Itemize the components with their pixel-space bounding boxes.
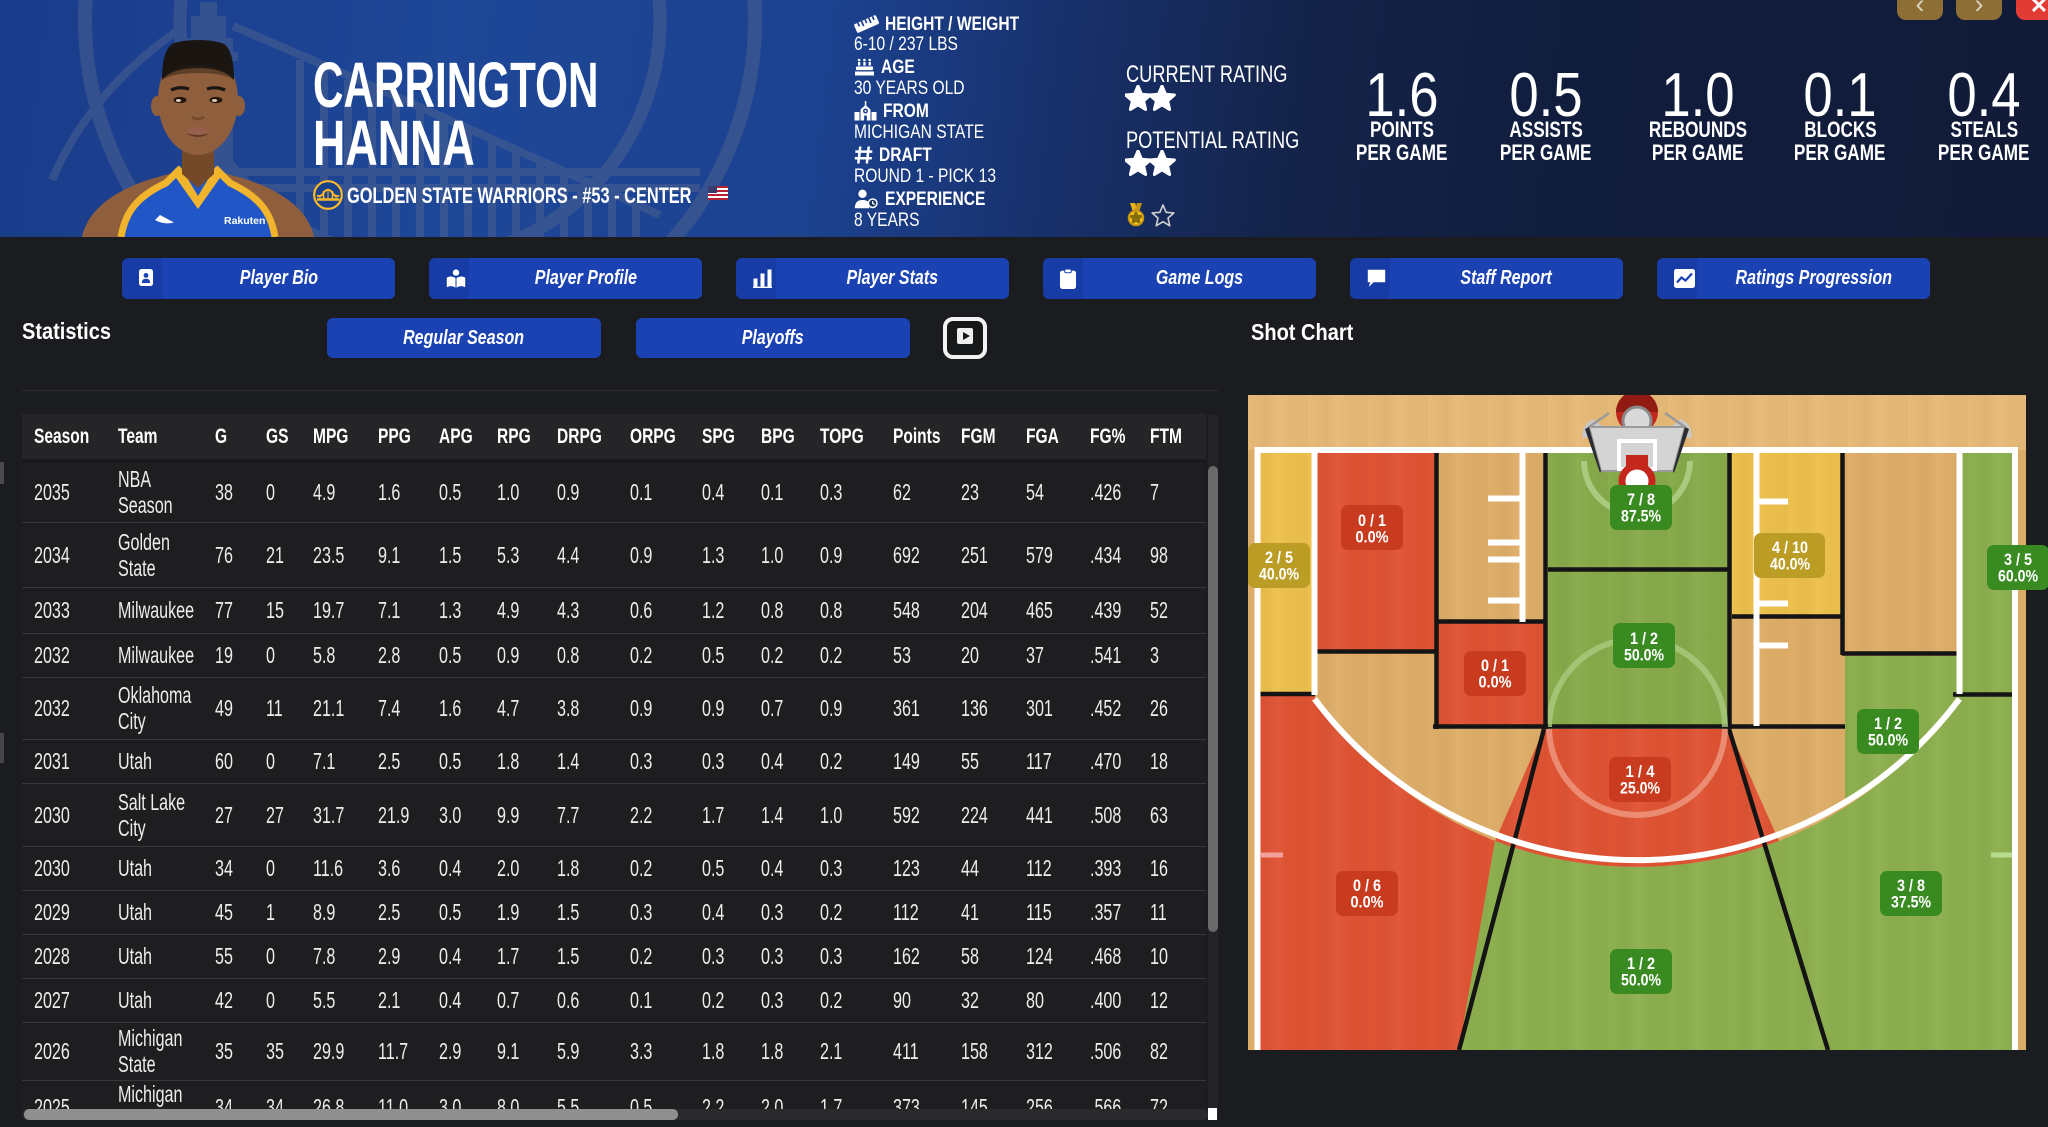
svg-text:1 / 2: 1 / 2 <box>1627 954 1655 973</box>
svg-text:7 / 8: 7 / 8 <box>1627 490 1655 509</box>
svg-text:87.5%: 87.5% <box>1621 507 1661 526</box>
svg-text:37.5%: 37.5% <box>1891 893 1931 912</box>
svg-text:25.0%: 25.0% <box>1620 779 1660 798</box>
svg-text:0.0%: 0.0% <box>1356 528 1389 547</box>
svg-text:1 / 2: 1 / 2 <box>1874 714 1902 733</box>
svg-text:60.0%: 60.0% <box>1998 567 2038 586</box>
svg-text:3 / 8: 3 / 8 <box>1897 876 1925 895</box>
svg-text:40.0%: 40.0% <box>1770 555 1810 574</box>
svg-text:50.0%: 50.0% <box>1624 646 1664 665</box>
svg-text:1 / 4: 1 / 4 <box>1626 762 1655 781</box>
svg-text:50.0%: 50.0% <box>1621 971 1661 990</box>
svg-text:2 / 5: 2 / 5 <box>1265 548 1293 567</box>
svg-text:0 / 1: 0 / 1 <box>1481 656 1509 675</box>
svg-text:1 / 2: 1 / 2 <box>1630 629 1658 648</box>
svg-text:3 / 5: 3 / 5 <box>2004 550 2032 569</box>
svg-text:0.0%: 0.0% <box>1479 673 1512 692</box>
svg-text:0 / 1: 0 / 1 <box>1358 511 1386 530</box>
svg-text:40.0%: 40.0% <box>1259 565 1299 584</box>
svg-text:0 / 6: 0 / 6 <box>1353 876 1381 895</box>
svg-text:Rakuten: Rakuten <box>224 215 265 227</box>
svg-text:0.0%: 0.0% <box>1351 893 1384 912</box>
svg-text:4 / 10: 4 / 10 <box>1772 538 1808 557</box>
svg-text:50.0%: 50.0% <box>1868 731 1908 750</box>
